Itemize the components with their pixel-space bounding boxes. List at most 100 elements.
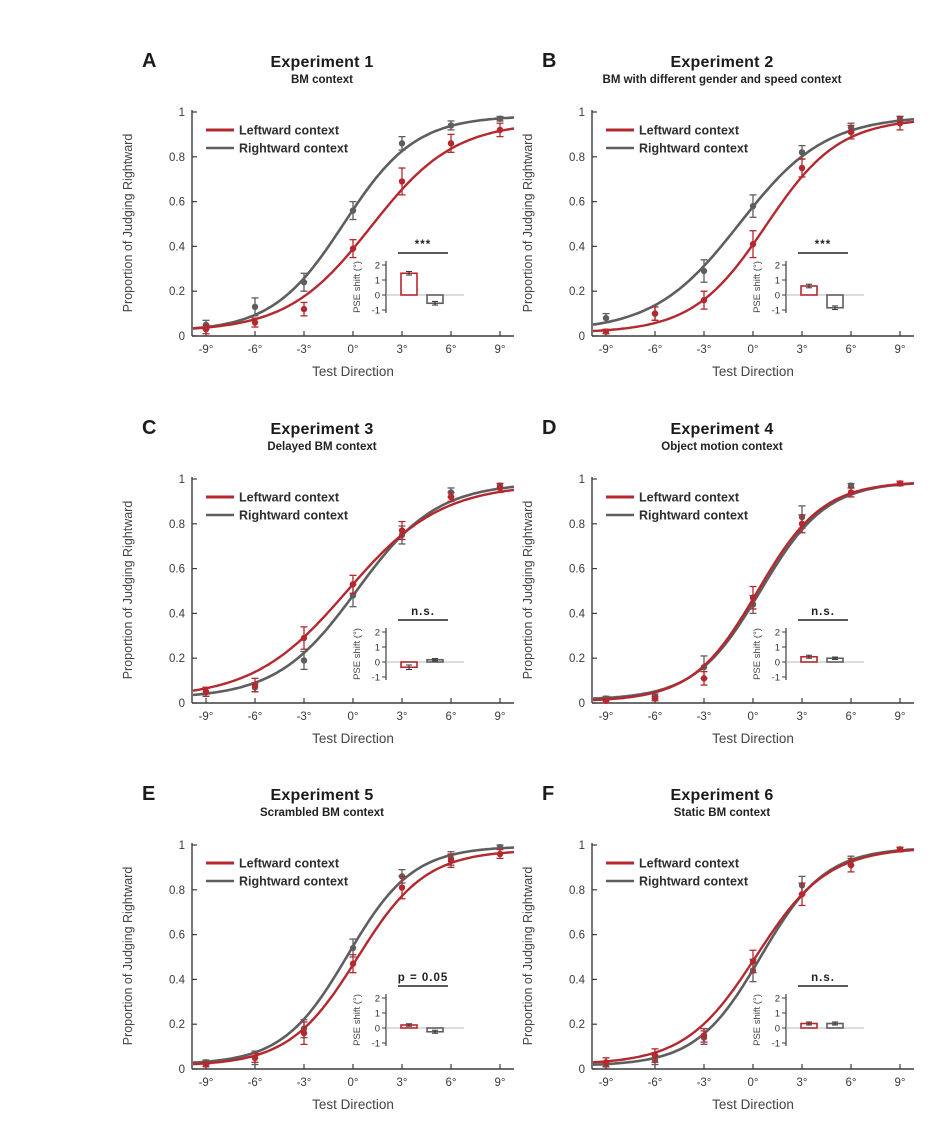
svg-text:Proportion of Judging Rightwar: Proportion of Judging Rightward xyxy=(521,501,535,680)
panel-subtitle: Object motion context xyxy=(661,441,783,453)
svg-text:-3°: -3° xyxy=(697,1077,712,1089)
svg-text:2: 2 xyxy=(775,261,780,272)
svg-text:0.4: 0.4 xyxy=(169,974,186,986)
svg-text:0.8: 0.8 xyxy=(169,885,185,897)
svg-text:0°: 0° xyxy=(748,711,759,723)
panel-label: F xyxy=(542,783,555,805)
panel-label: C xyxy=(142,417,157,439)
svg-text:1: 1 xyxy=(775,276,780,287)
svg-text:Leftward context: Leftward context xyxy=(639,491,740,505)
svg-text:PSE shift (°): PSE shift (°) xyxy=(352,261,363,313)
svg-text:0.2: 0.2 xyxy=(169,286,185,298)
svg-text:-9°: -9° xyxy=(599,344,614,356)
svg-text:0.2: 0.2 xyxy=(569,286,585,298)
panel-subtitle: BM with different gender and speed conte… xyxy=(602,74,842,86)
panel-title: Experiment 4 xyxy=(670,421,774,438)
svg-text:Test Direction: Test Direction xyxy=(312,1097,394,1112)
svg-text:-9°: -9° xyxy=(199,1077,214,1089)
panel-subtitle: Scrambled BM context xyxy=(260,807,384,819)
panel-title: Experiment 5 xyxy=(270,787,374,804)
svg-text:Proportion of Judging Rightwar: Proportion of Judging Rightward xyxy=(121,867,135,1046)
svg-text:-6°: -6° xyxy=(648,711,663,723)
svg-text:3°: 3° xyxy=(397,1077,408,1089)
svg-text:9°: 9° xyxy=(495,711,506,723)
svg-text:-9°: -9° xyxy=(199,711,214,723)
svg-text:9°: 9° xyxy=(895,344,906,356)
significance-label: n.s. xyxy=(411,606,435,618)
svg-text:Test Direction: Test Direction xyxy=(712,364,794,379)
panel-experiment-1: A Experiment 1 BM context 0 0.2 0.4 0.6 0.8 1… xyxy=(116,48,528,406)
svg-text:-3°: -3° xyxy=(297,1077,312,1089)
svg-text:3°: 3° xyxy=(797,344,808,356)
svg-text:PSE shift (°): PSE shift (°) xyxy=(352,628,363,680)
svg-text:Proportion of Judging Rightwar: Proportion of Judging Rightward xyxy=(521,867,535,1046)
svg-text:0: 0 xyxy=(375,658,380,669)
svg-text:Leftward context: Leftward context xyxy=(239,857,340,871)
svg-text:0°: 0° xyxy=(748,1077,759,1089)
svg-text:0.6: 0.6 xyxy=(169,930,185,942)
svg-text:0.8: 0.8 xyxy=(569,885,585,897)
svg-text:Rightward context: Rightward context xyxy=(239,509,349,523)
svg-text:Rightward context: Rightward context xyxy=(239,875,349,889)
svg-text:9°: 9° xyxy=(895,711,906,723)
panel-subtitle: Static BM context xyxy=(673,807,771,819)
svg-text:-1: -1 xyxy=(772,673,780,684)
psychometric-plot: 0 0.2 0.4 0.6 0.8 1 -9° -6° -3° 0° 3° 6° 9° Test Dire… xyxy=(121,840,515,1112)
svg-text:3°: 3° xyxy=(797,1077,808,1089)
panel-title: Experiment 2 xyxy=(670,54,774,71)
panel-title: Experiment 6 xyxy=(670,787,774,804)
panel-experiment-2: B Experiment 2 BM with different gender … xyxy=(516,48,928,406)
svg-text:0.6: 0.6 xyxy=(569,930,585,942)
svg-text:2: 2 xyxy=(375,261,380,272)
svg-text:0.2: 0.2 xyxy=(569,653,585,665)
svg-text:0: 0 xyxy=(775,658,780,669)
svg-text:6°: 6° xyxy=(446,711,457,723)
significance-label: p = 0.05 xyxy=(398,972,449,984)
panel-experiment-6: F Experiment 6 Static BM context 0 0.2 0.4… xyxy=(516,781,928,1139)
panel-label: D xyxy=(542,417,557,439)
panel-label: E xyxy=(142,783,156,805)
panel-label: A xyxy=(142,50,157,72)
svg-text:0: 0 xyxy=(179,698,185,710)
svg-text:0: 0 xyxy=(775,1024,780,1035)
svg-text:1: 1 xyxy=(179,840,185,852)
svg-text:0°: 0° xyxy=(348,1077,359,1089)
significance-label: *** xyxy=(815,239,831,251)
svg-text:0°: 0° xyxy=(748,344,759,356)
psychometric-plot: 0 0.2 0.4 0.6 0.8 1 -9° -6° -3° 0° 3° 6° 9° Test Dire… xyxy=(521,840,915,1112)
svg-text:Rightward context: Rightward context xyxy=(239,142,349,156)
svg-text:-3°: -3° xyxy=(297,711,312,723)
svg-text:0.4: 0.4 xyxy=(169,608,186,620)
svg-text:Leftward context: Leftward context xyxy=(239,124,340,138)
svg-text:1: 1 xyxy=(579,107,585,119)
svg-text:-9°: -9° xyxy=(199,344,214,356)
svg-text:9°: 9° xyxy=(495,1077,506,1089)
svg-text:Test Direction: Test Direction xyxy=(712,731,794,746)
svg-text:-3°: -3° xyxy=(297,344,312,356)
svg-text:Proportion of Judging Rightwar: Proportion of Judging Rightward xyxy=(521,134,535,313)
svg-text:3°: 3° xyxy=(797,711,808,723)
svg-text:1: 1 xyxy=(579,474,585,486)
svg-text:PSE shift (°): PSE shift (°) xyxy=(352,994,363,1046)
svg-text:1: 1 xyxy=(179,107,185,119)
svg-text:0.2: 0.2 xyxy=(169,1019,185,1031)
svg-text:PSE shift (°): PSE shift (°) xyxy=(752,628,763,680)
svg-text:2: 2 xyxy=(775,628,780,639)
svg-text:0.2: 0.2 xyxy=(169,653,185,665)
svg-text:1: 1 xyxy=(375,643,380,654)
panel-experiment-4: D Experiment 4 Object motion context 0 0.… xyxy=(516,415,928,773)
svg-text:-6°: -6° xyxy=(648,344,663,356)
svg-text:0.6: 0.6 xyxy=(169,197,185,209)
significance-label: n.s. xyxy=(811,972,835,984)
svg-text:-9°: -9° xyxy=(599,1077,614,1089)
svg-text:0: 0 xyxy=(579,1064,585,1076)
svg-text:9°: 9° xyxy=(495,344,506,356)
svg-text:-1: -1 xyxy=(372,306,380,317)
svg-text:0.2: 0.2 xyxy=(569,1019,585,1031)
svg-text:0.6: 0.6 xyxy=(569,564,585,576)
svg-text:0°: 0° xyxy=(348,344,359,356)
panel-title: Experiment 3 xyxy=(270,421,374,438)
svg-text:0: 0 xyxy=(579,698,585,710)
svg-text:Test Direction: Test Direction xyxy=(712,1097,794,1112)
svg-text:1: 1 xyxy=(375,1009,380,1020)
